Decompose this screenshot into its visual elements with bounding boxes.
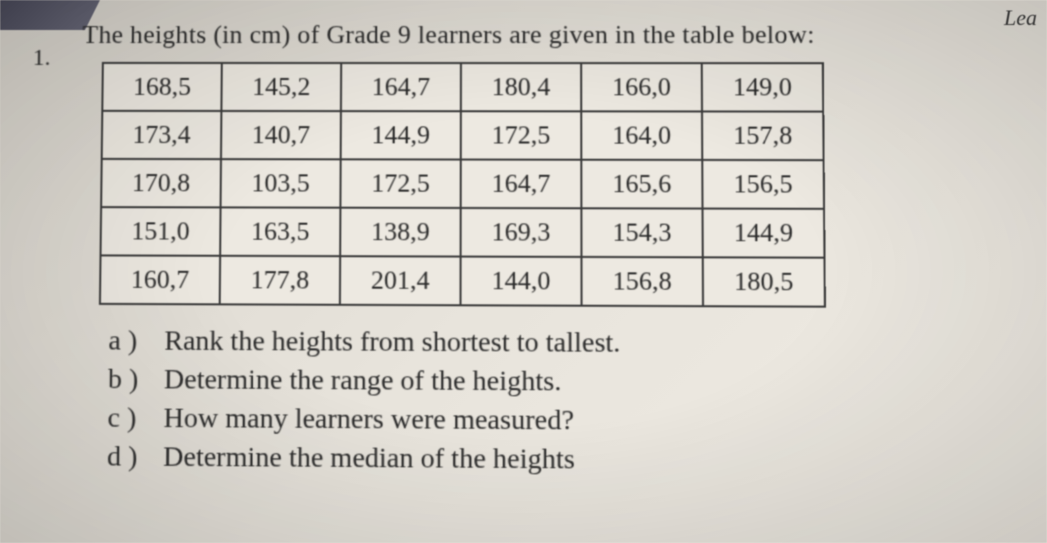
sub-question-text: How many learners were measured? [163,403,574,438]
table-cell: 165,6 [581,160,702,209]
table-cell: 173,4 [102,111,222,159]
sub-question-text: Rank the heights from shortest to talles… [164,325,620,360]
table-cell: 145,2 [221,63,341,111]
table-cell: 151,0 [101,207,221,256]
table-cell: 138,9 [340,208,461,257]
table-cell: 157,8 [702,111,824,160]
table-cell: 144,0 [461,257,582,306]
table-cell: 166,0 [581,63,702,111]
table-cell: 180,5 [703,257,825,306]
sub-question-b: b ) Determine the range of the heights. [108,364,1016,401]
table-cell: 168,5 [102,63,222,111]
table-cell: 177,8 [220,256,340,305]
table-cell: 160,7 [100,255,220,304]
table-cell: 201,4 [340,256,461,305]
table-cell: 103,5 [221,159,341,208]
table-cell: 172,5 [340,159,460,208]
heights-data-table: 168,5 145,2 164,7 180,4 166,0 149,0 173,… [99,62,826,308]
table-cell: 164,7 [461,160,582,209]
table-row: 170,8 103,5 172,5 164,7 165,6 156,5 [101,159,824,209]
table-cell: 144,9 [703,209,825,258]
sub-question-c: c ) How many learners were measured? [107,402,1016,440]
sub-question-letter: c ) [107,402,147,435]
sub-question-text: Determine the range of the heights. [164,364,562,399]
table-cell: 144,9 [341,111,461,159]
sub-question-letter: a ) [108,325,148,358]
table-row: 168,5 145,2 164,7 180,4 166,0 149,0 [102,63,823,112]
table-cell: 172,5 [461,111,582,160]
table-cell: 164,7 [341,63,461,111]
table-row: 160,7 177,8 201,4 144,0 156,8 180,5 [100,255,825,306]
sub-question-a: a ) Rank the heights from shortest to ta… [108,325,1015,362]
table-cell: 140,7 [221,111,341,159]
question-number: 1. [33,45,51,72]
table-cell: 170,8 [101,159,221,207]
question-prompt: The heights (in cm) of Grade 9 learners … [82,20,1011,50]
sub-question-text: Determine the median of the heights [163,441,575,476]
sub-question-letter: b ) [108,364,148,397]
table-cell: 156,5 [702,160,824,209]
sub-question-d: d ) Determine the median of the heights [107,441,1017,479]
table-cell: 156,8 [581,257,703,306]
table-row: 151,0 163,5 138,9 169,3 154,3 144,9 [101,207,825,258]
sub-questions-list: a ) Rank the heights from shortest to ta… [107,325,1017,479]
table-row: 173,4 140,7 144,9 172,5 164,0 157,8 [102,111,824,160]
table-cell: 180,4 [461,63,581,111]
table-cell: 149,0 [702,63,823,111]
table-cell: 169,3 [461,208,582,257]
sub-question-letter: d ) [107,441,147,474]
table-cell: 163,5 [220,207,340,256]
page-content: 1. The heights (in cm) of Grade 9 learne… [0,0,1047,507]
table-cell: 154,3 [581,208,702,257]
table-cell: 164,0 [581,111,702,160]
